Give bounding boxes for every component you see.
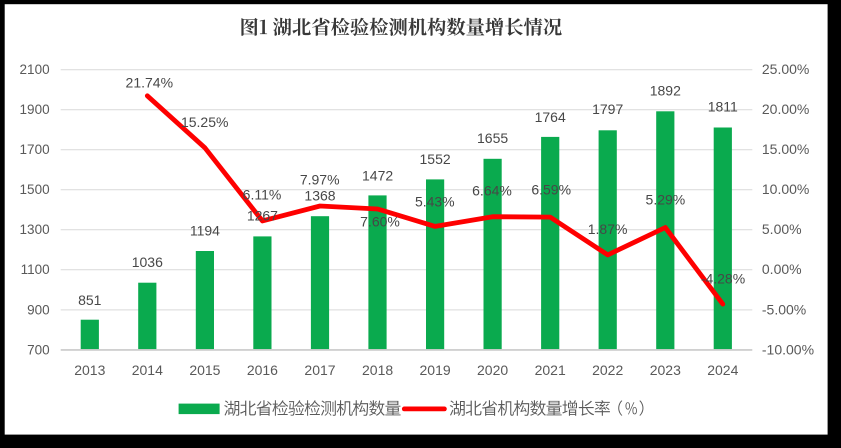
- svg-text:20.00%: 20.00%: [762, 101, 809, 117]
- svg-text:2022: 2022: [592, 362, 623, 378]
- svg-text:900: 900: [27, 302, 50, 317]
- svg-text:5.00%: 5.00%: [762, 221, 802, 237]
- svg-text:851: 851: [78, 292, 102, 308]
- svg-text:25.00%: 25.00%: [762, 61, 809, 77]
- svg-text:2013: 2013: [74, 362, 105, 378]
- svg-text:2023: 2023: [650, 362, 681, 378]
- svg-text:1655: 1655: [477, 130, 508, 146]
- svg-text:2014: 2014: [132, 362, 163, 378]
- svg-text:7.97%: 7.97%: [300, 172, 340, 188]
- svg-text:-10.00%: -10.00%: [762, 341, 814, 357]
- svg-text:-5.00%: -5.00%: [762, 301, 806, 317]
- svg-text:1300: 1300: [20, 222, 50, 237]
- svg-text:1100: 1100: [21, 262, 50, 277]
- svg-text:1552: 1552: [420, 151, 451, 167]
- svg-text:1368: 1368: [304, 187, 335, 203]
- svg-text:2024: 2024: [707, 362, 738, 378]
- svg-text:1797: 1797: [592, 101, 623, 117]
- svg-text:21.74%: 21.74%: [126, 75, 173, 91]
- svg-text:1892: 1892: [650, 82, 681, 98]
- svg-text:1811: 1811: [708, 99, 738, 115]
- svg-text:2018: 2018: [362, 362, 393, 378]
- svg-text:2100: 2100: [20, 62, 50, 77]
- svg-text:15.00%: 15.00%: [762, 141, 809, 157]
- svg-text:1700: 1700: [20, 142, 50, 157]
- svg-text:2019: 2019: [420, 362, 451, 378]
- svg-text:5.29%: 5.29%: [646, 191, 686, 207]
- svg-text:1900: 1900: [20, 102, 50, 117]
- svg-text:1194: 1194: [190, 223, 220, 239]
- svg-text:1.87%: 1.87%: [588, 221, 628, 237]
- svg-text:1764: 1764: [535, 109, 566, 125]
- svg-text:10.00%: 10.00%: [762, 181, 809, 197]
- svg-text:5.43%: 5.43%: [415, 193, 455, 209]
- svg-text:2015: 2015: [189, 362, 220, 378]
- svg-text:7.60%: 7.60%: [360, 213, 400, 229]
- svg-text:0.00%: 0.00%: [762, 261, 802, 277]
- svg-text:6.64%: 6.64%: [472, 182, 512, 198]
- svg-text:6.59%: 6.59%: [531, 182, 571, 198]
- svg-text:2020: 2020: [477, 362, 508, 378]
- svg-text:1472: 1472: [362, 167, 393, 183]
- svg-text:6.11%: 6.11%: [243, 187, 282, 203]
- svg-text:1500: 1500: [20, 182, 50, 197]
- svg-text:2016: 2016: [247, 362, 278, 378]
- svg-text:2017: 2017: [304, 362, 335, 378]
- svg-text:1036: 1036: [132, 254, 163, 270]
- svg-text:-4.28%: -4.28%: [701, 270, 745, 286]
- svg-text:1267: 1267: [247, 207, 278, 223]
- svg-text:2021: 2021: [535, 362, 566, 378]
- svg-text:15.25%: 15.25%: [181, 114, 228, 130]
- svg-text:700: 700: [27, 342, 50, 357]
